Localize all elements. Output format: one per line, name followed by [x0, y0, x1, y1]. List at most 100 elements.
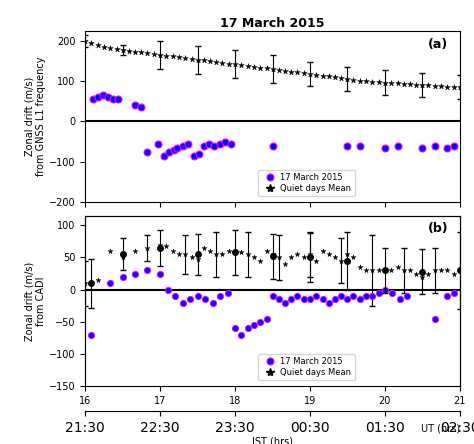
Point [437, 267, 445, 274]
Point [169, 53, 177, 60]
Point [125, 47, 133, 54]
Point [194, 56, 201, 63]
Point [406, 267, 413, 274]
Point [119, 254, 127, 261]
Point [100, 44, 108, 51]
Point [269, 250, 276, 258]
Point [231, 247, 239, 254]
Point [293, 69, 301, 76]
Point [269, 66, 276, 73]
Point [156, 241, 164, 248]
Point [437, 83, 445, 90]
Point [237, 249, 245, 256]
Point [113, 46, 120, 53]
Point [244, 250, 252, 258]
Point [194, 255, 201, 262]
Point [132, 48, 139, 55]
Point [368, 267, 376, 274]
Point [244, 63, 252, 70]
Point [450, 83, 457, 91]
Point [412, 270, 420, 277]
Point [207, 247, 214, 254]
Point [375, 79, 383, 86]
Point [106, 45, 114, 52]
Point [237, 62, 245, 69]
Legend: 17 March 2015, Quiet days Mean: 17 March 2015, Quiet days Mean [258, 354, 355, 381]
Point [138, 49, 146, 56]
Point [387, 79, 395, 87]
Point [250, 254, 258, 261]
Point [400, 267, 407, 274]
Point [119, 47, 127, 54]
Point [312, 71, 320, 79]
Point [175, 54, 182, 61]
Point [181, 250, 189, 258]
Point [350, 254, 357, 261]
Point [337, 257, 345, 264]
Point [150, 51, 158, 58]
Point [163, 52, 170, 59]
Text: UT (hrs): UT (hrs) [420, 424, 460, 434]
Point [394, 80, 401, 87]
Point [256, 257, 264, 264]
Point [425, 82, 432, 89]
Point [443, 83, 451, 90]
Point [412, 81, 420, 88]
Point [337, 75, 345, 82]
Legend: 17 March 2015, Quiet days Mean: 17 March 2015, Quiet days Mean [258, 170, 355, 196]
Point [231, 61, 239, 68]
Point [207, 58, 214, 65]
Point [300, 70, 308, 77]
Point [212, 59, 220, 66]
Title: 17 March 2015: 17 March 2015 [220, 17, 325, 30]
Point [144, 244, 151, 251]
Point [225, 60, 233, 67]
Point [287, 68, 295, 75]
Point [431, 267, 439, 274]
Point [132, 247, 139, 254]
Y-axis label: Zonal drift (m/s)
from CADI: Zonal drift (m/s) from CADI [25, 261, 46, 341]
Point [350, 76, 357, 83]
Point [169, 247, 177, 254]
Point [387, 267, 395, 274]
Point [163, 242, 170, 250]
Point [381, 79, 389, 86]
Point [219, 250, 226, 258]
Point [82, 38, 89, 45]
Point [106, 247, 114, 254]
Point [275, 67, 283, 74]
Point [282, 260, 289, 267]
Point [394, 263, 401, 270]
Point [82, 280, 89, 287]
Point [431, 82, 439, 89]
Point [306, 71, 314, 78]
Point [181, 55, 189, 62]
Point [331, 254, 338, 261]
Point [200, 244, 208, 251]
Point [293, 250, 301, 258]
Point [212, 250, 220, 258]
Point [287, 254, 295, 261]
Point [344, 250, 351, 258]
Point [94, 277, 102, 284]
Point [356, 263, 364, 270]
Text: (b): (b) [428, 222, 448, 235]
Point [256, 64, 264, 71]
Point [188, 55, 195, 62]
Point [375, 267, 383, 274]
Point [263, 65, 270, 72]
Point [300, 254, 308, 261]
Point [331, 74, 338, 81]
Point [144, 50, 151, 57]
Point [419, 81, 426, 88]
Point [400, 80, 407, 87]
Point [88, 40, 95, 47]
Point [94, 42, 102, 49]
Point [306, 250, 314, 258]
Point [275, 254, 283, 261]
Point [419, 273, 426, 280]
Point [319, 247, 327, 254]
X-axis label: IST (hrs): IST (hrs) [252, 436, 293, 444]
Point [312, 257, 320, 264]
Point [325, 73, 332, 80]
